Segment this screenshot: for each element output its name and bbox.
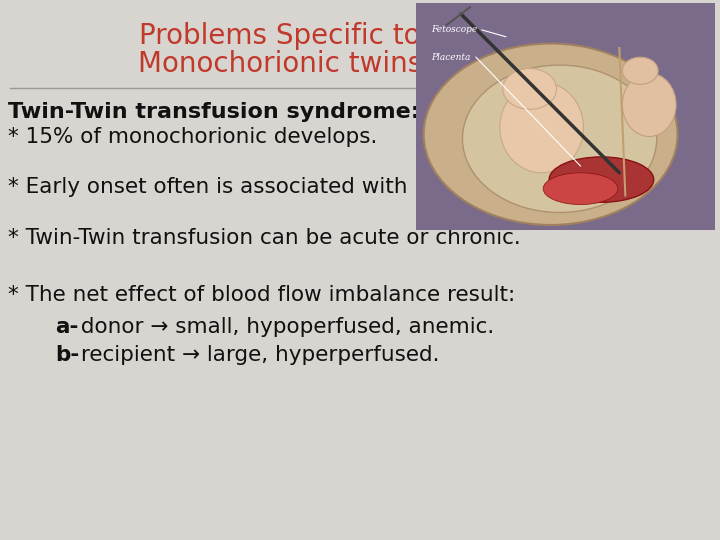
- Text: * The net effect of blood flow imbalance result:: * The net effect of blood flow imbalance…: [8, 286, 516, 306]
- Text: Twin-Twin transfusion syndrome:-: Twin-Twin transfusion syndrome:-: [8, 102, 429, 122]
- Text: recipient → large, hyperperfused.: recipient → large, hyperperfused.: [74, 345, 439, 364]
- Ellipse shape: [543, 173, 618, 205]
- FancyBboxPatch shape: [416, 3, 715, 229]
- Ellipse shape: [549, 157, 654, 202]
- Ellipse shape: [462, 65, 657, 212]
- Text: Fetoscope: Fetoscope: [431, 25, 477, 35]
- Text: * 15% of monochorionic develops.: * 15% of monochorionic develops.: [8, 127, 377, 147]
- Text: b-: b-: [55, 345, 79, 364]
- Text: Monochorionic twins: Monochorionic twins: [138, 50, 422, 78]
- Text: donor → small, hypoperfused, anemic.: donor → small, hypoperfused, anemic.: [74, 316, 494, 336]
- Text: a-: a-: [55, 316, 78, 336]
- Ellipse shape: [503, 69, 557, 109]
- Ellipse shape: [622, 73, 676, 137]
- Text: * Early onset often is associated with poor prognosis.: * Early onset often is associated with p…: [8, 177, 581, 197]
- Ellipse shape: [500, 82, 583, 173]
- Text: * Twin-Twin transfusion can be acute or chronic.: * Twin-Twin transfusion can be acute or …: [8, 228, 521, 248]
- Text: Problems Specific to: Problems Specific to: [139, 22, 420, 50]
- Ellipse shape: [423, 44, 678, 225]
- Text: Placenta: Placenta: [431, 52, 470, 62]
- Ellipse shape: [622, 57, 658, 84]
